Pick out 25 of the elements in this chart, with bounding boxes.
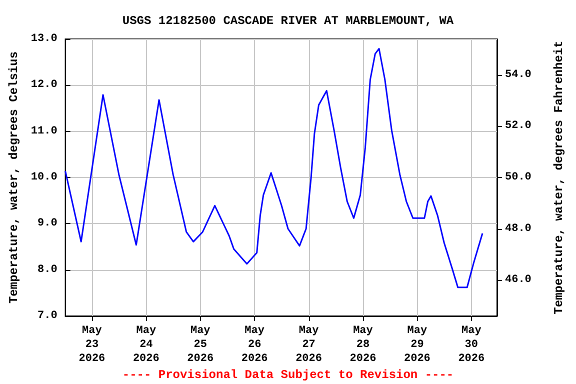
y2-tick-label: 50.0: [505, 172, 532, 184]
text: ---- Provisional Data Subject to Revision ----: [122, 368, 454, 382]
y-tick-label: 11.0: [30, 125, 58, 138]
x-tick-label: May 29 2026: [404, 325, 430, 365]
y2-tick-label: 48.0: [505, 222, 532, 235]
y2-tick-label: 46.0: [505, 274, 532, 286]
y-tick-label: 7.0: [37, 310, 58, 322]
y-axis-title: Temperature, water, degrees Celsius: [7, 51, 21, 304]
x-tick-label: May 25 2026: [187, 325, 214, 365]
y-tick-label: 8.0: [37, 264, 58, 276]
y-tick-label: 12.0: [30, 79, 58, 92]
line-series: [64, 48, 484, 288]
y2-tick-label: 52.0: [505, 120, 532, 132]
x-tick-label: May 24 2026: [132, 325, 160, 365]
x-tick-label: May 23 2026: [78, 325, 106, 365]
x-tick-label: May 30 2026: [458, 325, 485, 365]
y-tick-label: 13.0: [30, 33, 58, 45]
x-tick-label: May 28 2026: [350, 325, 376, 365]
y2-tick-label: 54.0: [505, 68, 532, 81]
x-tick-label: May 27 2026: [296, 325, 322, 365]
x-tick-label: May 26 2026: [241, 325, 268, 365]
y2-axis-title: Temperature, water, degrees Fahrenheit: [552, 40, 566, 314]
chart-title: USGS 12182500 CASCADE RIVER AT MARBLEMOUNT, WA: [122, 14, 454, 28]
y-tick-label: 9.0: [37, 218, 58, 230]
y-tick-label: 10.0: [30, 172, 58, 184]
